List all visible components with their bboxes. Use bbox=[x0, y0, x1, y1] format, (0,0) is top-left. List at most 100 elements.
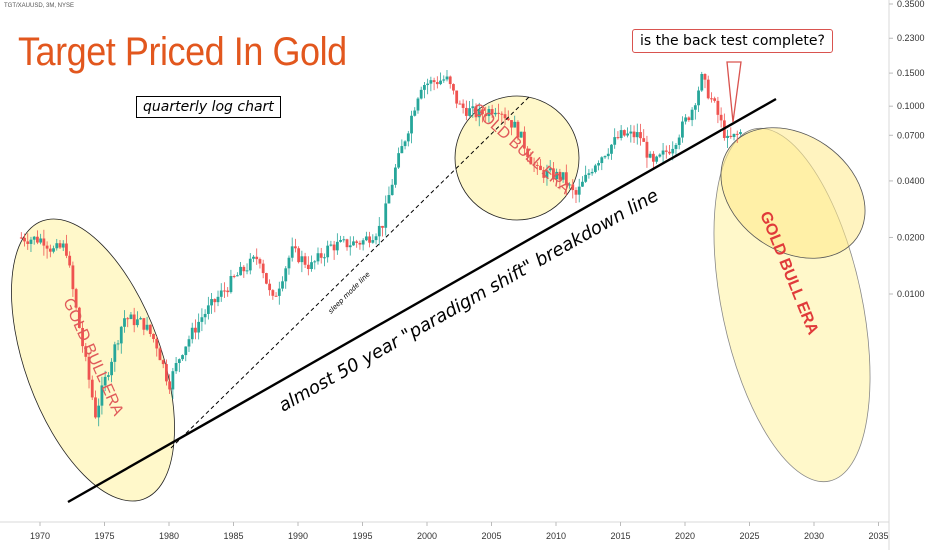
candle-body bbox=[406, 133, 410, 142]
candle-body bbox=[619, 130, 623, 139]
candle-body bbox=[532, 164, 536, 166]
candle-body bbox=[264, 273, 268, 284]
x-tick-label: 2015 bbox=[610, 531, 630, 541]
candle-body bbox=[81, 327, 84, 347]
y-tick-label: 0.1000 bbox=[897, 101, 925, 111]
candle-body bbox=[503, 114, 507, 119]
candle-body bbox=[648, 153, 652, 158]
candle-body bbox=[323, 257, 326, 259]
candle-body bbox=[61, 243, 65, 248]
candle-body bbox=[142, 318, 146, 330]
candle-body bbox=[687, 117, 691, 121]
candle-body bbox=[558, 171, 562, 180]
candle-body bbox=[55, 243, 59, 249]
candle-body bbox=[77, 307, 81, 328]
candle-body bbox=[223, 290, 226, 292]
x-tick-label: 2025 bbox=[739, 531, 759, 541]
candle-body bbox=[297, 248, 301, 263]
candle-body bbox=[384, 203, 388, 228]
candle-body bbox=[206, 305, 210, 314]
candle-body bbox=[429, 80, 433, 84]
candle-body bbox=[690, 109, 694, 121]
candle-body bbox=[593, 165, 597, 172]
x-tick-label: 2030 bbox=[804, 531, 824, 541]
candle-body bbox=[658, 154, 662, 157]
candle-body bbox=[423, 85, 426, 90]
candle-body bbox=[664, 150, 668, 152]
era-ellipses bbox=[11, 95, 871, 502]
x-tick-label: 2035 bbox=[868, 531, 888, 541]
candles bbox=[19, 70, 742, 427]
candle-body bbox=[32, 236, 36, 240]
candle-body bbox=[90, 379, 94, 398]
candle-body bbox=[68, 255, 72, 266]
candle-body bbox=[377, 225, 381, 237]
candle-body bbox=[158, 348, 162, 361]
candle-body bbox=[410, 115, 413, 134]
candle-body bbox=[419, 89, 423, 99]
candle-body bbox=[364, 236, 368, 241]
candle-body bbox=[655, 156, 659, 162]
candle-body bbox=[290, 246, 294, 258]
candle-body bbox=[342, 239, 346, 241]
candle-body bbox=[284, 268, 288, 282]
candle-body bbox=[635, 132, 639, 138]
candle-body bbox=[713, 98, 717, 101]
candle-body bbox=[510, 120, 513, 128]
candle-body bbox=[719, 114, 723, 121]
candle-body bbox=[390, 184, 394, 196]
candle-body bbox=[545, 170, 549, 178]
candle-body bbox=[435, 82, 439, 85]
candle-body bbox=[58, 243, 62, 248]
candle-body bbox=[94, 397, 97, 418]
y-tick-label: 0.0400 bbox=[897, 176, 925, 186]
candle-body bbox=[477, 109, 481, 118]
candle-body bbox=[539, 165, 542, 171]
candle-body bbox=[132, 314, 136, 326]
candle-body bbox=[45, 245, 49, 249]
candle-body bbox=[732, 133, 736, 137]
candle-body bbox=[113, 344, 117, 362]
candle-body bbox=[65, 243, 68, 256]
candle-body bbox=[484, 114, 488, 117]
y-tick-label: 0.0100 bbox=[897, 289, 925, 299]
candle-body bbox=[568, 184, 571, 186]
candle-body bbox=[119, 326, 123, 344]
candle-body bbox=[452, 84, 455, 91]
candle-body bbox=[361, 240, 365, 245]
candle-body bbox=[139, 318, 143, 320]
candle-body bbox=[335, 241, 339, 251]
candle-body bbox=[100, 385, 104, 406]
candle-body bbox=[703, 73, 707, 80]
candle-body bbox=[316, 253, 320, 262]
candle-body bbox=[590, 171, 594, 174]
candle-body bbox=[48, 248, 52, 252]
candle-body bbox=[616, 137, 620, 139]
x-tick-label: 2000 bbox=[417, 531, 437, 541]
candle-body bbox=[148, 324, 152, 334]
candle-body bbox=[535, 164, 539, 166]
candle-body bbox=[706, 79, 710, 99]
candle-body bbox=[587, 173, 591, 175]
candle-body bbox=[693, 105, 697, 110]
candle-body bbox=[155, 338, 159, 349]
x-tick-label: 2020 bbox=[675, 531, 695, 541]
y-tick-label: 0.0200 bbox=[897, 232, 925, 242]
x-tick-label: 1975 bbox=[94, 531, 114, 541]
candle-body bbox=[610, 144, 613, 154]
candle-body bbox=[200, 317, 204, 322]
y-tick-label: 0.3500 bbox=[897, 0, 925, 9]
candle-body bbox=[352, 241, 355, 246]
chart-subtitle: quarterly log chart bbox=[136, 96, 281, 118]
candle-body bbox=[661, 150, 665, 155]
candle-body bbox=[464, 107, 468, 116]
candle-body bbox=[571, 184, 575, 191]
candle-body bbox=[606, 153, 610, 157]
candle-body bbox=[368, 236, 371, 243]
sleep-mode-label: sleep mode line bbox=[327, 270, 372, 315]
candle-body bbox=[252, 256, 255, 259]
candle-body bbox=[171, 371, 175, 390]
candle-body bbox=[74, 289, 78, 308]
candle-body bbox=[329, 244, 333, 246]
candle-body bbox=[600, 157, 604, 164]
